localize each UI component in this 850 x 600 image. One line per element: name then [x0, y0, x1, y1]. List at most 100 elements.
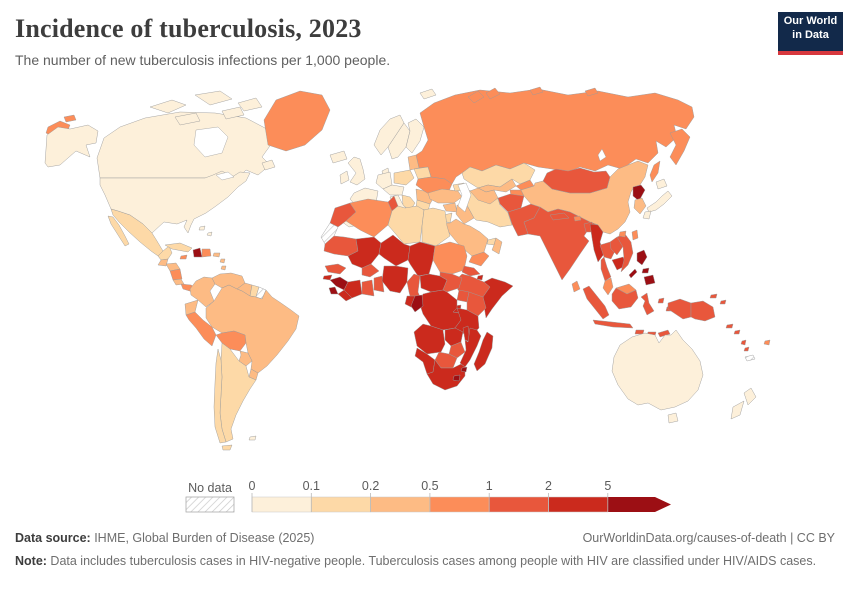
legend-swatch-2[interactable]	[370, 496, 431, 513]
region-siberian-islands[interactable]	[584, 87, 599, 97]
region-philippines-luzon[interactable]	[636, 249, 648, 266]
region-djibouti[interactable]	[476, 274, 484, 281]
region-sumatra[interactable]	[582, 285, 610, 320]
region-philippines-mindanao[interactable]	[643, 274, 656, 286]
region-kalimantan[interactable]	[611, 287, 639, 310]
region-maluku[interactable]	[657, 297, 665, 304]
region-java[interactable]	[592, 319, 634, 329]
region-guinea-bissau[interactable]	[322, 274, 333, 281]
region-png-islands[interactable]	[709, 293, 718, 299]
region-bahamas[interactable]	[206, 231, 213, 237]
region-japan-honshu[interactable]	[646, 190, 673, 213]
region-cote-divoire[interactable]	[343, 279, 363, 299]
region-lesser-sunda[interactable]	[634, 329, 645, 335]
region-taiwan[interactable]	[631, 229, 639, 241]
region-nigeria[interactable]	[381, 265, 409, 294]
region-thai-peninsula[interactable]	[600, 256, 612, 282]
region-peru[interactable]	[185, 311, 217, 347]
region-timor[interactable]	[657, 329, 671, 338]
region-canadian-arctic[interactable]	[149, 99, 187, 114]
region-newfoundland[interactable]	[261, 159, 276, 171]
region-lesser-antilles[interactable]	[219, 258, 226, 264]
region-falkland-islands[interactable]	[248, 435, 257, 441]
region-papua-indonesia[interactable]	[667, 298, 692, 320]
region-guatemala[interactable]	[157, 258, 169, 267]
region-madagascar[interactable]	[473, 331, 494, 372]
region-togo-benin[interactable]	[373, 275, 385, 293]
region-north-korea[interactable]	[632, 184, 646, 202]
region-canadian-arctic[interactable]	[237, 97, 263, 112]
region-papua-new-guinea[interactable]	[690, 300, 716, 322]
region-hainan[interactable]	[618, 230, 627, 238]
region-bolivia[interactable]	[215, 330, 247, 352]
region-mongolia[interactable]	[542, 167, 611, 194]
legend-swatch-4[interactable]	[488, 496, 549, 513]
region-kamchatka[interactable]	[669, 128, 691, 166]
owid-link[interactable]: OurWorldinData.org/causes-of-death | CC …	[582, 531, 835, 545]
region-nepal[interactable]	[549, 212, 570, 221]
region-costa-rica[interactable]	[172, 278, 185, 286]
region-sudan[interactable]	[432, 241, 468, 275]
region-new-caledonia[interactable]	[744, 354, 756, 362]
region-tierra-del-fuego[interactable]	[221, 444, 233, 451]
region-png-islands[interactable]	[719, 299, 727, 305]
region-philippines-palawan[interactable]	[628, 268, 638, 279]
region-oman[interactable]	[491, 237, 503, 255]
region-haiti[interactable]	[192, 247, 203, 258]
region-south-korea[interactable]	[633, 197, 647, 215]
region-eswatini[interactable]	[460, 366, 468, 373]
region-burkina-faso[interactable]	[361, 263, 380, 278]
legend-swatch-6-arrow[interactable]	[607, 497, 671, 512]
region-congo[interactable]	[410, 294, 424, 313]
region-sierra-leone[interactable]	[328, 286, 339, 295]
legend-swatch-0[interactable]	[251, 496, 312, 513]
region-japan-hokkaido[interactable]	[655, 178, 668, 190]
region-ghana[interactable]	[361, 279, 375, 297]
region-new-zealand-south[interactable]	[730, 400, 745, 420]
region-bhutan[interactable]	[573, 215, 582, 222]
region-malaysia-peninsula[interactable]	[602, 277, 614, 296]
region-fiji[interactable]	[763, 339, 771, 346]
region-eritrea[interactable]	[461, 265, 481, 277]
region-angola[interactable]	[413, 323, 446, 355]
region-wrangel-icon[interactable]	[63, 114, 77, 123]
region-south-africa[interactable]	[426, 359, 466, 391]
no-data-swatch[interactable]	[185, 496, 235, 513]
region-sulawesi[interactable]	[640, 292, 655, 316]
region-philippines-visayas[interactable]	[641, 267, 650, 274]
region-siberian-islands[interactable]	[529, 86, 544, 96]
region-sakhalin[interactable]	[649, 160, 661, 183]
region-nicaragua[interactable]	[169, 268, 183, 281]
region-baja-california[interactable]	[107, 215, 130, 247]
region-novaya-zemlya[interactable]	[485, 87, 501, 100]
region-tasmania[interactable]	[667, 412, 679, 424]
region-turkey[interactable]	[427, 188, 463, 204]
region-baltic-states[interactable]	[407, 154, 420, 171]
region-lesser-antilles[interactable]	[220, 265, 227, 271]
region-finland[interactable]	[405, 118, 425, 154]
region-turkmenistan[interactable]	[469, 187, 499, 205]
region-dominican-republic[interactable]	[201, 248, 212, 258]
region-novaya-zemlya[interactable]	[467, 90, 485, 104]
region-syria[interactable]	[442, 202, 458, 213]
region-algeria[interactable]	[345, 198, 393, 238]
region-new-zealand-north[interactable]	[743, 387, 757, 406]
region-australia[interactable]	[611, 329, 704, 411]
region-vanuatu[interactable]	[740, 339, 747, 346]
region-iceland[interactable]	[329, 150, 348, 164]
region-jamaica[interactable]	[179, 254, 188, 260]
region-bahamas[interactable]	[198, 225, 206, 231]
region-dr-congo[interactable]	[418, 289, 462, 331]
region-zimbabwe[interactable]	[448, 341, 466, 359]
region-solomon-islands[interactable]	[733, 329, 741, 335]
legend-swatch-5[interactable]	[548, 496, 609, 513]
region-senegal[interactable]	[324, 263, 347, 275]
region-chad[interactable]	[407, 241, 436, 277]
region-canadian-arctic[interactable]	[194, 90, 233, 106]
region-japan-kyushu[interactable]	[642, 210, 652, 220]
region-canadian-arctic[interactable]	[221, 106, 245, 120]
owid-logo[interactable]: Our World in Data	[778, 12, 843, 55]
region-romania[interactable]	[415, 188, 435, 205]
region-solomon-islands[interactable]	[725, 323, 734, 329]
region-ireland[interactable]	[339, 170, 350, 185]
